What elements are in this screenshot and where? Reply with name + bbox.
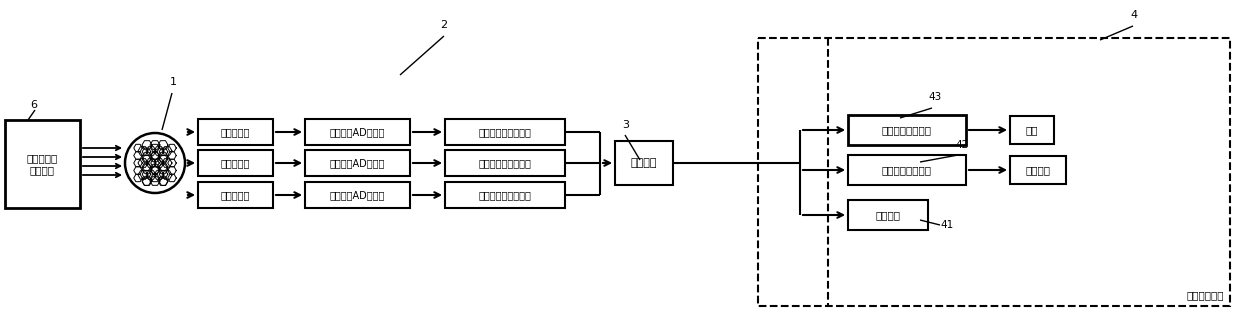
Bar	[305, 182, 410, 208]
Text: 报警装置: 报警装置	[875, 210, 900, 220]
Bar	[198, 182, 274, 208]
Bar	[305, 150, 410, 176]
Text: 高清信号AD转换器: 高清信号AD转换器	[329, 190, 385, 200]
Bar	[444, 150, 565, 176]
Text: 2: 2	[439, 20, 447, 30]
Text: 控制模块: 控制模块	[630, 158, 657, 168]
Text: 备用开关: 备用开关	[1025, 165, 1051, 175]
Bar	[198, 119, 274, 145]
Text: 1: 1	[170, 77, 177, 87]
Text: 4: 4	[1130, 10, 1138, 20]
Bar	[848, 200, 928, 230]
Text: 41: 41	[940, 220, 953, 230]
Text: 转移负荷保护装置: 转移负荷保护装置	[881, 165, 932, 175]
Text: 高清传感器: 高清传感器	[220, 190, 250, 200]
Bar	[305, 119, 410, 145]
Text: 开关: 开关	[1026, 125, 1039, 135]
Text: 红外数字信号放大器: 红外数字信号放大器	[479, 127, 531, 137]
Text: 42: 42	[954, 140, 968, 150]
Bar	[848, 155, 966, 185]
Text: 保护执行装置: 保护执行装置	[1186, 290, 1224, 300]
Text: 43: 43	[928, 92, 941, 102]
Text: 变电站电力
高压设备: 变电站电力 高压设备	[27, 153, 58, 175]
Text: 高清数字信号放大器: 高清数字信号放大器	[479, 190, 531, 200]
Text: 6: 6	[30, 100, 37, 110]
Bar	[848, 115, 966, 145]
Text: 紫外信号AD转换器: 紫外信号AD转换器	[329, 158, 385, 168]
Bar	[758, 38, 1231, 306]
Bar	[444, 182, 565, 208]
Bar	[5, 120, 80, 208]
Text: 红外信号AD转换器: 红外信号AD转换器	[329, 127, 385, 137]
Bar	[1010, 156, 1066, 184]
Text: 紫外传感器: 紫外传感器	[220, 158, 250, 168]
Bar	[1010, 116, 1054, 144]
Bar	[198, 150, 274, 176]
Text: 3: 3	[621, 120, 629, 130]
Bar	[444, 119, 565, 145]
Text: 红外传感器: 红外传感器	[220, 127, 250, 137]
Bar	[615, 141, 673, 185]
Text: 开关跳闸保护装置: 开关跳闸保护装置	[881, 125, 932, 135]
Text: 紫外数字信号放大器: 紫外数字信号放大器	[479, 158, 531, 168]
